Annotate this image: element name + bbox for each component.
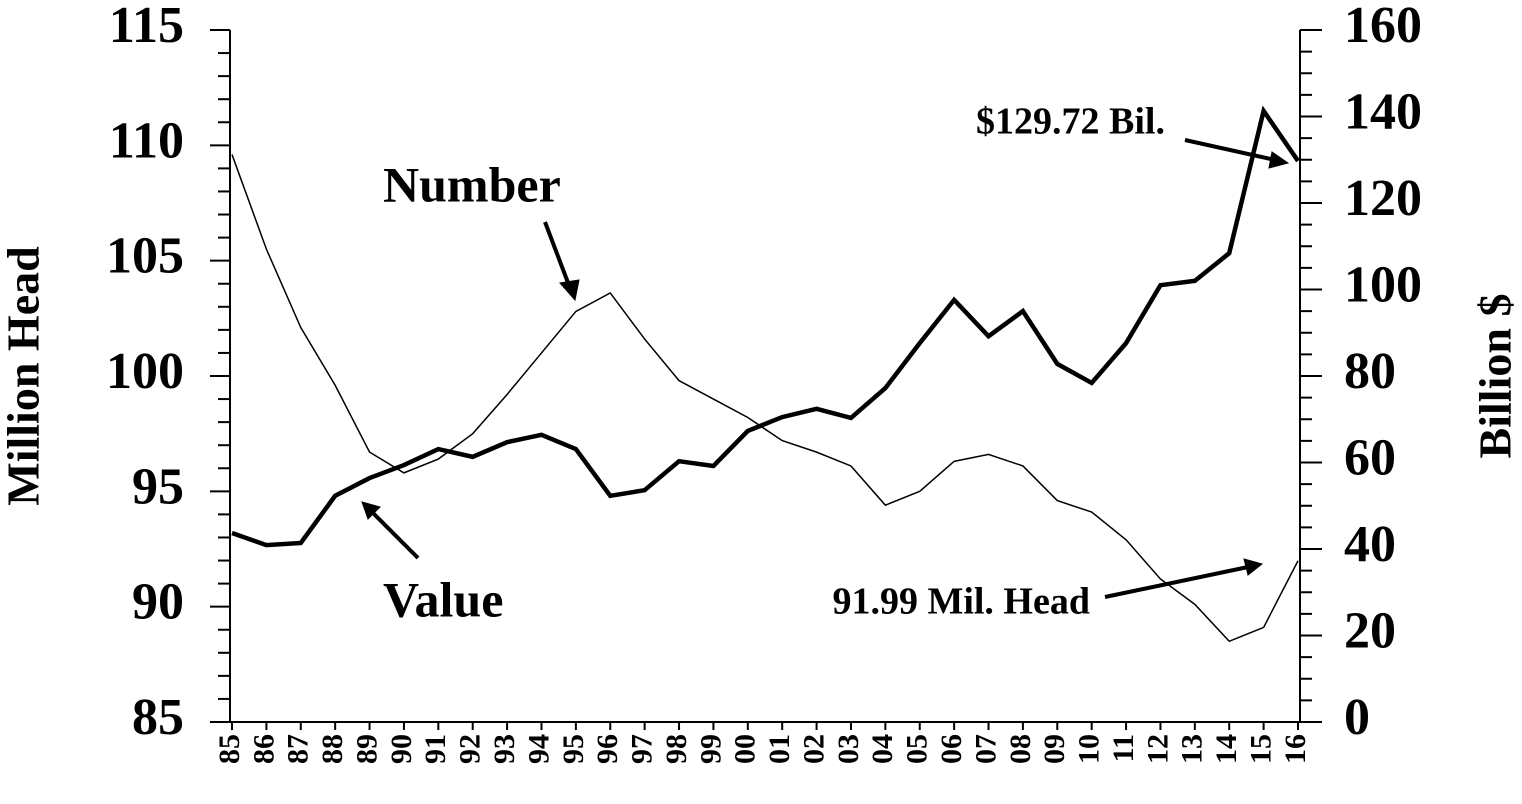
y2-tick-label: 60 [1344, 429, 1396, 486]
x-tick-label: 06 [935, 734, 968, 764]
x-tick-label: 13 [1176, 734, 1209, 764]
series-label: Value [383, 571, 503, 627]
y2-tick-label: 0 [1344, 689, 1370, 746]
x-tick-label: 11 [1107, 734, 1140, 762]
x-tick-label: 01 [763, 734, 796, 764]
y2-tick-label: 100 [1344, 256, 1422, 313]
x-tick-label: 00 [729, 734, 762, 764]
y2-tick-label: 160 [1344, 0, 1422, 54]
annotation: 91.99 Mil. Head [832, 581, 1090, 623]
x-tick-label: 94 [522, 734, 555, 764]
series-line [231, 105, 1300, 548]
x-tick-label: 07 [969, 734, 1002, 764]
x-tick-label: 02 [797, 734, 830, 764]
y2-tick-label: 80 [1344, 343, 1396, 400]
y-tick-label: 95 [132, 458, 184, 515]
y2-tick-label: 20 [1344, 602, 1396, 659]
x-tick-label: 04 [866, 734, 899, 764]
y2-tick-label: 40 [1344, 516, 1396, 573]
arrows [361, 138, 1290, 599]
x-tick-label: 90 [385, 734, 418, 764]
x-tick-label: 88 [316, 734, 349, 764]
x-tick-label: 97 [626, 734, 659, 764]
x-tick-label: 87 [282, 734, 315, 764]
series-label: Number [383, 156, 561, 212]
x-tick-label: 91 [419, 734, 452, 764]
y2-tick-label: 140 [1344, 83, 1422, 140]
y-tick-label: 100 [106, 343, 184, 400]
x-tick-label: 93 [488, 734, 521, 764]
x-tick-label: 89 [350, 734, 383, 764]
x-tick-label: 09 [1038, 734, 1071, 764]
series-line [231, 154, 1299, 643]
x-tick-label: 08 [1004, 734, 1037, 764]
y-tick-label: 85 [132, 689, 184, 746]
y-tick-label: 110 [109, 112, 184, 169]
x-tick-label: 16 [1279, 734, 1312, 764]
y2-axis-label: Billion $ [1470, 294, 1521, 459]
x-tick-label: 98 [660, 734, 693, 764]
x-tick-label: 03 [832, 734, 865, 764]
x-tick-label: 05 [901, 734, 934, 764]
x-tick-label: 15 [1245, 734, 1278, 764]
x-tick-label: 86 [247, 734, 280, 764]
x-tick-label: 85 [213, 734, 246, 764]
annotation: $129.72 Bil. [976, 101, 1165, 143]
x-tick-label: 14 [1210, 734, 1243, 764]
x-tick-label: 12 [1141, 734, 1174, 764]
x-tick-label: 10 [1073, 734, 1106, 764]
y-tick-label: 115 [109, 0, 184, 54]
x-tick-label: 99 [694, 734, 727, 764]
y-axis-label: Million Head [0, 246, 49, 506]
x-tick-label: 96 [591, 734, 624, 764]
x-tick-label: 95 [557, 734, 590, 764]
x-tick-label: 92 [454, 734, 487, 764]
y-tick-label: 105 [106, 228, 184, 285]
y2-tick-label: 120 [1344, 170, 1422, 227]
y-tick-label: 90 [132, 574, 184, 631]
